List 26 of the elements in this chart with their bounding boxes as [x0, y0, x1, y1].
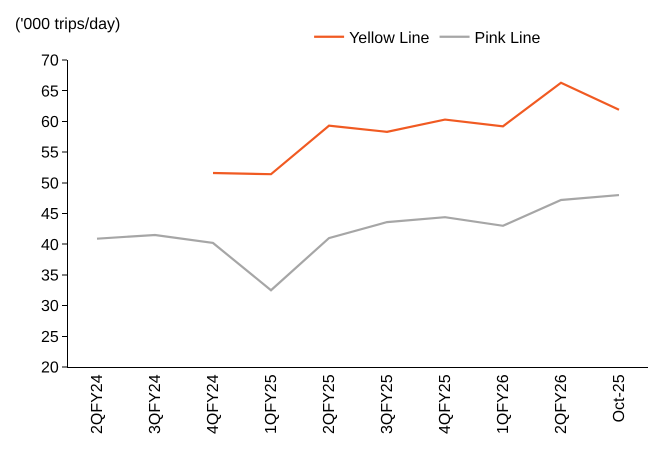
x-tick-label: 3QFY25	[379, 374, 396, 434]
y-tick-label: 50	[41, 175, 59, 192]
x-tick-label: 1QFY25	[263, 374, 280, 434]
y-tick-label: 35	[41, 268, 59, 284]
y-tick-label: 30	[41, 298, 59, 316]
x-tick-label: 2QFY26	[553, 374, 570, 434]
y-tick-label: 65	[41, 83, 59, 100]
y-tick-label: 45	[41, 206, 59, 224]
y-tick-label: 60	[41, 114, 59, 131]
x-tick-label: 3QFY24	[147, 374, 164, 434]
legend-label: Pink Line	[474, 30, 540, 47]
y-tick-label: 40	[41, 236, 59, 254]
x-tick-label: 4QFY24	[205, 374, 222, 434]
x-tick-label: Oct-25	[611, 374, 628, 422]
x-tick-label: 4QFY25	[437, 374, 454, 434]
x-tick-label: 2QFY25	[321, 374, 338, 434]
y-tick-label: 20	[41, 360, 59, 377]
y-axis-title: ('000 trips/day)	[15, 16, 120, 33]
line-series	[212, 82, 620, 176]
x-tick-label: 2QFY24	[89, 374, 106, 434]
x-tick-label: 1QFY26	[495, 374, 512, 434]
y-tick-label: 25	[41, 328, 59, 346]
legend-label: Yellow Line	[349, 30, 430, 47]
y-tick-label: 55	[41, 144, 59, 162]
line-series	[96, 194, 620, 292]
y-tick-label: 70	[41, 52, 59, 70]
